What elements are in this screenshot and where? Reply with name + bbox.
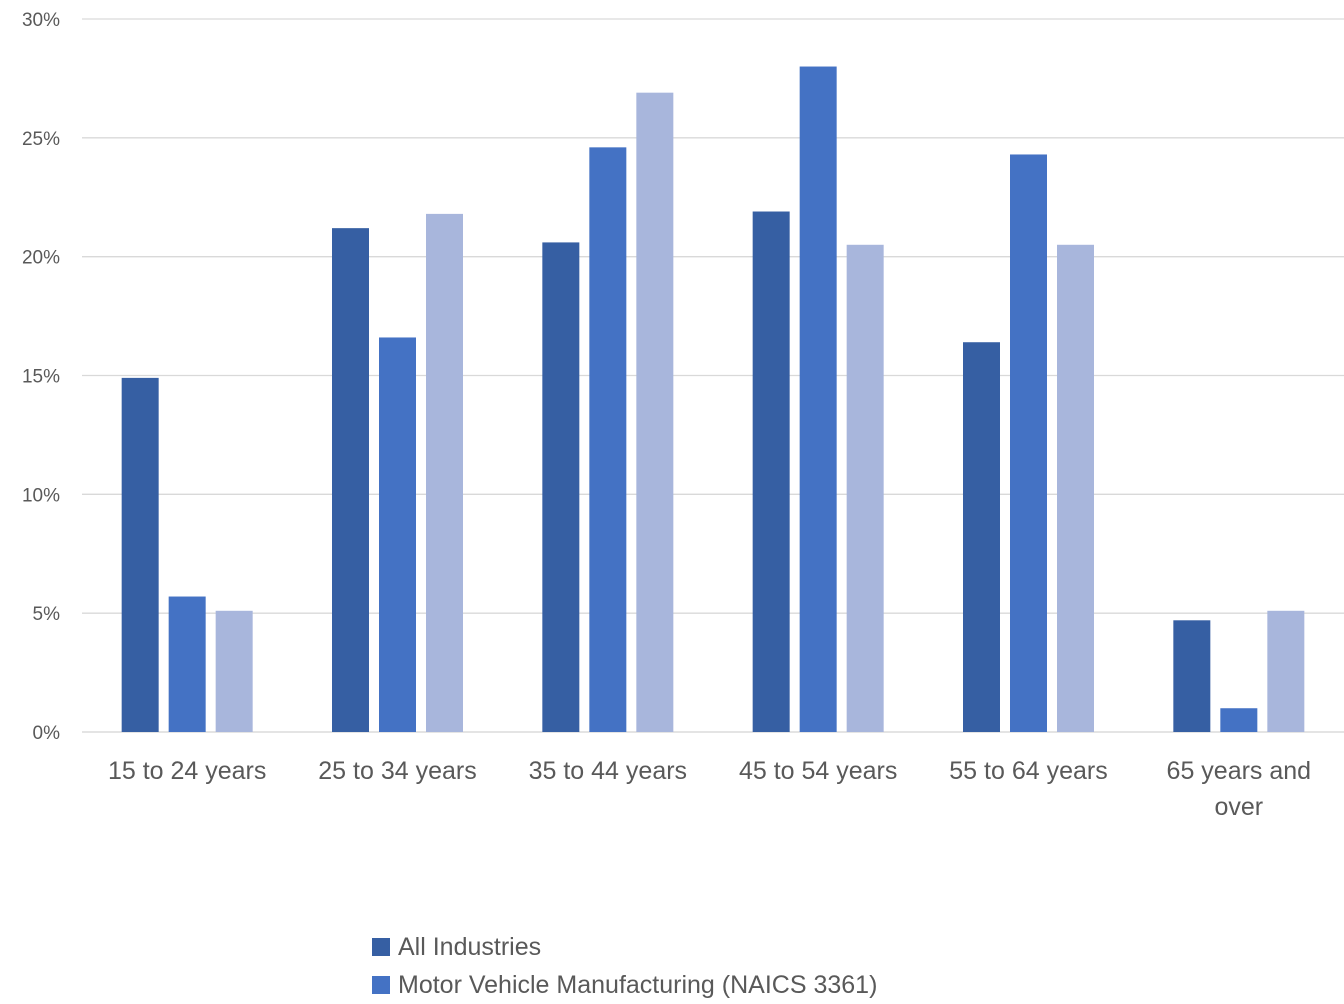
y-tick-label: 25% (22, 129, 60, 150)
bar (1220, 708, 1258, 732)
gridlines (82, 18, 1344, 733)
bar (215, 610, 253, 732)
x-tick-label: 55 to 64 years (949, 757, 1107, 785)
legend: All Industries Motor Vehicle Manufacturi… (372, 928, 877, 1004)
legend-label: All Industries (398, 932, 542, 961)
bar (542, 242, 580, 732)
y-axis: 0% 5% 10% 15% 20% 25% 30% (22, 10, 60, 744)
bar (332, 228, 369, 732)
y-tick-label: 20% (22, 248, 60, 269)
bar (121, 377, 159, 732)
y-tick-label: 5% (33, 604, 61, 625)
y-tick-label: 10% (22, 485, 60, 506)
bar (168, 596, 206, 732)
bar (379, 337, 416, 732)
legend-item-all-industries: All Industries (372, 928, 877, 966)
y-tick-label: 0% (33, 723, 61, 744)
bar (1267, 610, 1305, 732)
bars (121, 66, 1305, 733)
y-tick-label: 15% (22, 367, 60, 388)
x-tick-label: 65 years and over (1167, 757, 1312, 821)
bar (799, 66, 837, 733)
bar (1057, 244, 1094, 733)
bar (1173, 620, 1211, 732)
x-tick-label: 35 to 44 years (529, 757, 687, 785)
x-tick-label: 15 to 24 years (108, 757, 266, 785)
legend-item-motor-vehicle-manufacturing: Motor Vehicle Manufacturing (NAICS 3361) (372, 966, 877, 1004)
x-tick-label: 25 to 34 years (318, 757, 476, 785)
bar (846, 244, 884, 733)
bar (426, 213, 463, 733)
legend-label: Motor Vehicle Manufacturing (NAICS 3361) (398, 970, 878, 999)
y-tick-label: 30% (22, 10, 60, 31)
x-axis: 15 to 24 years 25 to 34 years 35 to 44 yea… (108, 757, 1311, 821)
bar (636, 92, 674, 733)
bar (1010, 154, 1047, 733)
legend-swatch (372, 938, 390, 956)
bar (963, 342, 1000, 732)
x-tick-label: 45 to 54 years (739, 757, 897, 785)
bar (589, 147, 627, 733)
bar (752, 211, 790, 732)
legend-swatch (372, 976, 390, 994)
